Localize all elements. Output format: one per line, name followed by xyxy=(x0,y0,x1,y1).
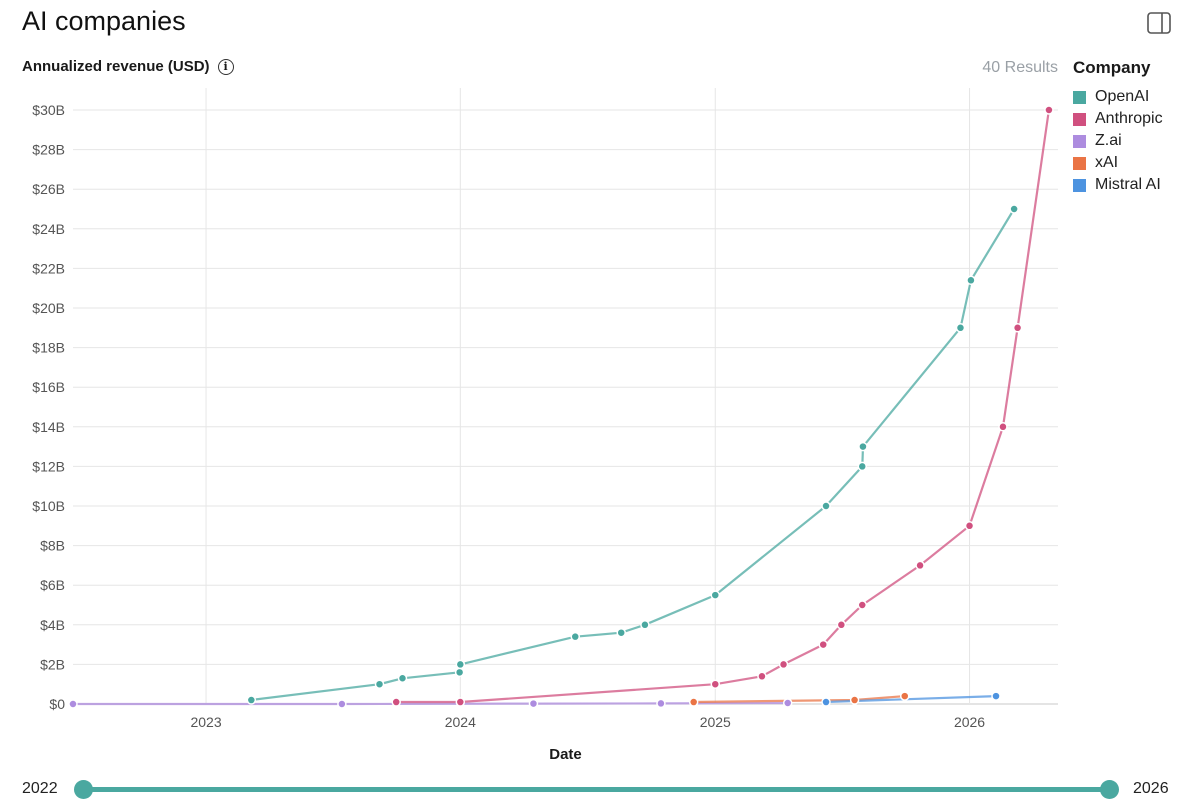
y-tick-label: $0 xyxy=(49,696,65,712)
data-point-openai xyxy=(570,631,581,642)
data-point-anthropic xyxy=(836,620,847,630)
data-point-openai xyxy=(397,673,408,684)
legend-title: Company xyxy=(1073,58,1151,77)
data-point-openai xyxy=(857,461,868,472)
y-tick-label: $14B xyxy=(32,419,65,435)
info-icon[interactable]: i xyxy=(217,58,234,75)
data-point-anthropic xyxy=(757,671,767,682)
data-point-xai xyxy=(899,691,910,701)
data-point-mistral-ai xyxy=(821,697,831,707)
data-point-openai xyxy=(455,659,466,670)
series-line-z-ai xyxy=(71,701,789,706)
legend-label-mistral: Mistral AI xyxy=(1095,176,1161,193)
y-tick-label: $8B xyxy=(40,538,65,554)
line-chart: $0 $2B $4B $6B $8B $10B $12B $14B $16B $18B $20B $2… xyxy=(32,88,1058,763)
data-point-anthropic xyxy=(391,697,401,707)
legend-swatch-zai xyxy=(1073,134,1086,148)
x-tick-label: 2023 xyxy=(190,714,221,730)
data-point-openai xyxy=(1009,204,1019,214)
data-point-xai xyxy=(688,697,699,707)
data-point-anthropic xyxy=(964,521,975,531)
data-point-openai xyxy=(246,695,257,705)
results-count: 40 Results xyxy=(982,59,1058,76)
x-axis-label: Date xyxy=(549,746,582,763)
data-point-openai xyxy=(710,590,721,600)
y-tick-label: $2B xyxy=(40,656,65,672)
legend-label-xai: xAI xyxy=(1095,154,1119,171)
metric-label-text: Annualized revenue (USD) xyxy=(22,58,210,75)
legend: Company OpenAI Anthropic Z.ai xAI Mistra… xyxy=(1073,58,1163,196)
data-point-openai xyxy=(374,679,385,689)
data-point-openai xyxy=(858,441,868,452)
slider-end-label: 2026 xyxy=(1133,780,1169,797)
data-point-z-ai xyxy=(656,698,666,709)
series-line-anthropic xyxy=(395,108,1051,704)
data-point-openai xyxy=(640,620,650,630)
data-point-openai xyxy=(955,323,966,333)
y-tick-label: $10B xyxy=(32,498,65,514)
y-tick-label: $28B xyxy=(32,142,65,158)
data-point-xai xyxy=(849,695,860,705)
legend-swatch-openai xyxy=(1073,90,1086,104)
data-point-openai xyxy=(616,627,626,638)
data-point-z-ai xyxy=(337,699,347,709)
data-point-anthropic xyxy=(455,697,466,707)
data-point-openai xyxy=(454,667,465,678)
legend-label-openai: OpenAI xyxy=(1095,88,1150,105)
series-line-openai xyxy=(250,207,1016,702)
y-tick-label: $22B xyxy=(32,260,65,276)
y-tick-label: $4B xyxy=(40,617,65,633)
metric-label: Annualized revenue (USD) i xyxy=(22,58,234,75)
data-point-anthropic xyxy=(778,659,789,670)
y-tick-label: $16B xyxy=(32,379,65,395)
y-tick-label: $18B xyxy=(32,340,65,356)
y-tick-label: $24B xyxy=(32,221,65,237)
legend-swatch-mistral xyxy=(1073,178,1086,192)
legend-item-openai[interactable]: OpenAI xyxy=(1073,86,1163,108)
x-tick-label: 2026 xyxy=(954,714,985,730)
legend-item-xai[interactable]: xAI xyxy=(1073,152,1163,174)
slider-end-handle[interactable] xyxy=(1100,780,1119,799)
legend-swatch-anthropic xyxy=(1073,112,1086,126)
data-point-anthropic xyxy=(998,422,1008,432)
data-point-anthropic xyxy=(710,679,721,689)
legend-item-zai[interactable]: Z.ai xyxy=(1073,130,1163,152)
data-point-mistral-ai xyxy=(991,691,1001,701)
legend-label-anthropic: Anthropic xyxy=(1095,110,1163,127)
page-title: AI companies xyxy=(22,6,186,36)
panel-toggle-icon[interactable] xyxy=(1147,12,1171,34)
slider-track[interactable] xyxy=(83,787,1110,792)
data-point-anthropic xyxy=(1012,323,1023,333)
y-tick-label: $6B xyxy=(40,577,65,593)
legend-label-zai: Z.ai xyxy=(1095,132,1122,149)
data-point-openai xyxy=(966,275,976,286)
y-tick-label: $20B xyxy=(32,300,65,316)
data-point-anthropic xyxy=(1044,105,1054,115)
slider-start-handle[interactable] xyxy=(74,780,93,799)
legend-item-anthropic[interactable]: Anthropic xyxy=(1073,108,1163,130)
legend-item-mistral[interactable]: Mistral AI xyxy=(1073,174,1163,196)
data-point-z-ai xyxy=(68,699,78,709)
data-point-anthropic xyxy=(818,639,828,650)
y-tick-label: $26B xyxy=(32,181,65,197)
data-point-anthropic xyxy=(857,600,868,610)
data-point-z-ai xyxy=(782,698,793,708)
x-tick-label: 2025 xyxy=(700,714,731,730)
data-point-openai xyxy=(821,501,831,511)
data-point-anthropic xyxy=(915,560,925,571)
y-tick-label: $30B xyxy=(32,102,65,118)
legend-swatch-xai xyxy=(1073,156,1086,170)
x-tick-label: 2024 xyxy=(445,714,476,730)
slider-start-label: 2022 xyxy=(22,780,58,797)
y-tick-label: $12B xyxy=(32,458,65,474)
data-point-z-ai xyxy=(528,698,539,709)
